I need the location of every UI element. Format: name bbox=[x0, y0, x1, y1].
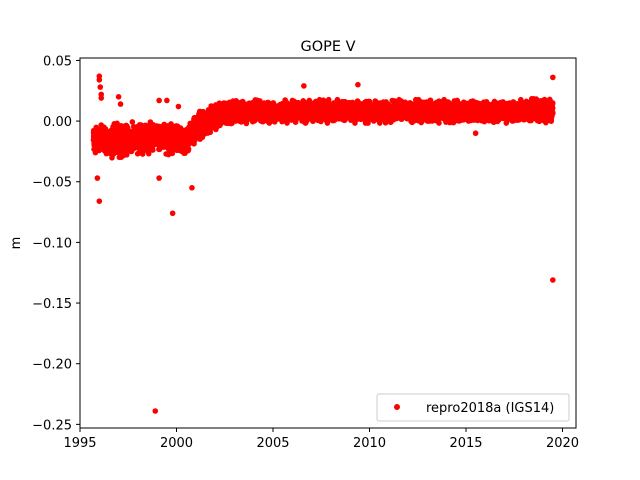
data-point bbox=[129, 119, 136, 125]
chart-title: GOPE V bbox=[300, 39, 355, 55]
data-point bbox=[142, 122, 149, 129]
data-point bbox=[150, 147, 156, 153]
data-point bbox=[114, 120, 120, 127]
data-point bbox=[150, 126, 157, 133]
data-points bbox=[90, 73, 556, 414]
data-point bbox=[185, 146, 192, 152]
y-axis-label: m bbox=[9, 237, 24, 250]
